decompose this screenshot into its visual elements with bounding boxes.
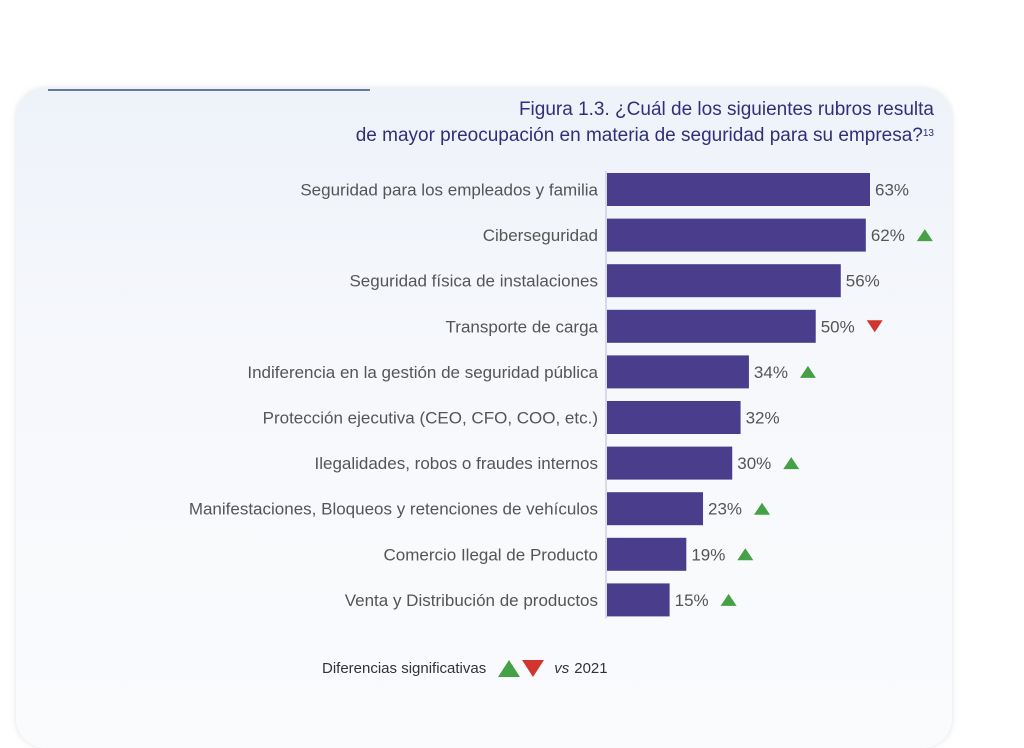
value-label: 19% xyxy=(691,545,725,564)
value-label: 56% xyxy=(846,272,880,291)
legend-down-arrow-icon xyxy=(522,659,545,677)
bar xyxy=(607,537,687,571)
chart-title-line-2-text: de mayor preocupación en materia de segu… xyxy=(355,125,923,146)
increase-arrow-icon xyxy=(737,548,754,561)
value-label: 23% xyxy=(708,500,742,519)
increase-arrow-icon xyxy=(754,502,771,515)
value-label: 50% xyxy=(821,317,855,336)
bar xyxy=(607,492,704,526)
increase-arrow-icon xyxy=(783,457,800,470)
decrease-arrow-icon xyxy=(866,320,883,333)
category-label: Transporte de carga xyxy=(446,317,599,336)
category-label: Manifestaciones, Bloqueos y retenciones … xyxy=(189,500,598,519)
title-footnote: 13 xyxy=(922,128,934,139)
chart-title: Figura 1.3. ¿Cuál de los siguientes rubr… xyxy=(356,97,934,149)
category-label: Ciberseguridad xyxy=(483,226,598,245)
legend-year: 2021 xyxy=(574,659,608,677)
bar xyxy=(607,446,733,480)
category-label: Seguridad para los empleados y familia xyxy=(300,181,598,200)
category-label: Ilegalidades, robos o fraudes internos xyxy=(314,454,598,473)
bar xyxy=(607,264,841,298)
bar xyxy=(607,355,749,389)
category-label: Indiferencia en la gestión de seguridad … xyxy=(247,363,598,382)
category-label: Seguridad física de instalaciones xyxy=(349,272,598,291)
value-label: 30% xyxy=(737,454,771,473)
legend: Diferencias significativas vs 2021 xyxy=(322,656,608,680)
legend-vs: vs xyxy=(554,659,570,677)
top-divider xyxy=(48,89,370,91)
bar-chart: Seguridad para los empleados y familia 63… xyxy=(189,171,933,619)
bar xyxy=(607,401,741,434)
bar xyxy=(607,309,816,343)
increase-arrow-icon xyxy=(916,229,933,242)
increase-arrow-icon xyxy=(799,365,816,378)
chart-title-line-2: de mayor preocupación en materia de segu… xyxy=(356,123,934,149)
category-label: Protección ejecutiva (CEO, CFO, COO, etc… xyxy=(263,409,598,428)
legend-label: Diferencias significativas xyxy=(322,659,487,677)
value-label: 15% xyxy=(675,591,709,610)
legend-up-arrow-icon xyxy=(498,659,521,677)
increase-arrow-icon xyxy=(720,593,737,606)
value-label: 63% xyxy=(875,181,909,200)
category-label: Comercio Ilegal de Producto xyxy=(383,545,598,564)
bar xyxy=(607,173,870,206)
value-label: 62% xyxy=(871,226,905,245)
bar xyxy=(607,583,670,617)
chart-title-line-1: Figura 1.3. ¿Cuál de los siguientes rubr… xyxy=(518,99,934,120)
value-label: 32% xyxy=(746,409,780,428)
bar xyxy=(607,218,866,252)
value-label: 34% xyxy=(754,363,788,382)
category-label: Venta y Distribución de productos xyxy=(345,591,598,610)
